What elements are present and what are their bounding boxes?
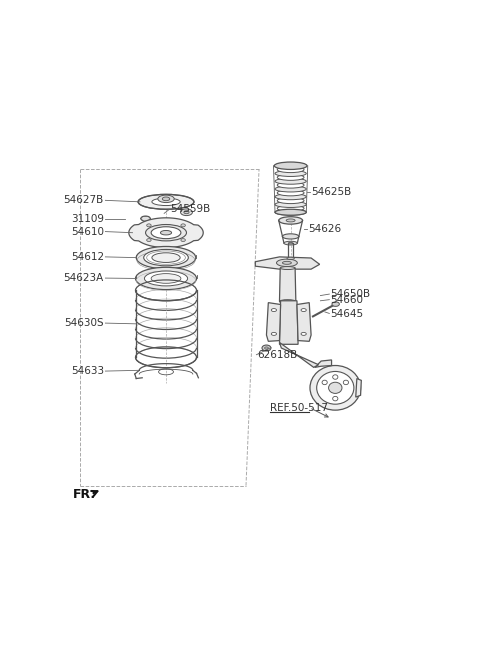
Ellipse shape xyxy=(264,347,268,349)
Ellipse shape xyxy=(310,365,360,410)
Polygon shape xyxy=(297,302,311,341)
Ellipse shape xyxy=(275,186,306,192)
Text: 54645: 54645 xyxy=(330,309,363,319)
Ellipse shape xyxy=(138,194,194,209)
Ellipse shape xyxy=(160,230,172,235)
Polygon shape xyxy=(279,268,296,302)
Ellipse shape xyxy=(275,171,306,176)
Polygon shape xyxy=(129,218,203,247)
Ellipse shape xyxy=(158,195,174,203)
Ellipse shape xyxy=(276,259,297,266)
Text: 54650B: 54650B xyxy=(330,289,370,299)
Ellipse shape xyxy=(279,216,302,224)
Text: 54660: 54660 xyxy=(330,295,363,306)
Ellipse shape xyxy=(262,345,271,351)
Ellipse shape xyxy=(277,205,304,211)
Ellipse shape xyxy=(135,267,196,289)
Ellipse shape xyxy=(277,190,304,196)
Ellipse shape xyxy=(280,266,295,270)
Ellipse shape xyxy=(279,300,296,303)
Text: 54559B: 54559B xyxy=(170,203,210,213)
Ellipse shape xyxy=(301,333,306,335)
Ellipse shape xyxy=(145,224,186,241)
Ellipse shape xyxy=(274,162,307,169)
Ellipse shape xyxy=(141,216,150,221)
Polygon shape xyxy=(266,302,281,341)
Ellipse shape xyxy=(277,167,304,173)
FancyArrowPatch shape xyxy=(91,491,97,496)
Ellipse shape xyxy=(152,253,180,262)
Text: REF.50-517: REF.50-517 xyxy=(270,403,328,413)
Text: FR.: FR. xyxy=(73,489,96,501)
Text: 54612: 54612 xyxy=(71,252,104,262)
Polygon shape xyxy=(356,379,361,397)
Ellipse shape xyxy=(275,209,306,215)
Ellipse shape xyxy=(152,198,180,205)
Polygon shape xyxy=(279,342,319,367)
Ellipse shape xyxy=(151,274,181,283)
Text: 54626: 54626 xyxy=(309,224,342,234)
Text: 54625B: 54625B xyxy=(311,187,351,197)
Ellipse shape xyxy=(277,197,304,203)
Text: 54610: 54610 xyxy=(71,226,104,237)
Text: 54630S: 54630S xyxy=(64,318,104,328)
Ellipse shape xyxy=(317,371,354,404)
Ellipse shape xyxy=(275,209,306,215)
Ellipse shape xyxy=(144,271,188,286)
Text: 54627B: 54627B xyxy=(64,195,104,205)
Ellipse shape xyxy=(147,224,151,227)
Ellipse shape xyxy=(332,302,339,306)
Ellipse shape xyxy=(271,308,276,312)
Ellipse shape xyxy=(144,249,188,266)
Ellipse shape xyxy=(275,201,306,207)
Ellipse shape xyxy=(136,247,196,269)
Text: 31109: 31109 xyxy=(71,214,104,224)
Ellipse shape xyxy=(181,239,185,241)
Ellipse shape xyxy=(343,380,348,384)
Ellipse shape xyxy=(284,241,297,245)
Text: 54633: 54633 xyxy=(71,366,104,376)
Ellipse shape xyxy=(147,239,151,241)
Ellipse shape xyxy=(184,211,189,214)
Ellipse shape xyxy=(181,224,185,227)
Ellipse shape xyxy=(282,261,291,264)
Ellipse shape xyxy=(180,209,192,216)
Text: 62618B: 62618B xyxy=(257,350,298,360)
Ellipse shape xyxy=(275,194,306,199)
Polygon shape xyxy=(315,360,332,367)
Ellipse shape xyxy=(151,227,181,239)
Ellipse shape xyxy=(277,174,304,180)
Ellipse shape xyxy=(322,380,327,384)
Ellipse shape xyxy=(275,178,306,184)
Ellipse shape xyxy=(271,333,276,335)
Ellipse shape xyxy=(329,382,342,394)
Ellipse shape xyxy=(275,163,306,169)
Ellipse shape xyxy=(301,308,306,312)
Ellipse shape xyxy=(333,396,338,401)
Ellipse shape xyxy=(287,257,294,260)
Ellipse shape xyxy=(288,242,293,244)
Ellipse shape xyxy=(333,375,338,379)
Ellipse shape xyxy=(286,219,295,222)
Polygon shape xyxy=(255,257,320,269)
Ellipse shape xyxy=(282,234,299,239)
Polygon shape xyxy=(279,300,298,344)
Text: 54623A: 54623A xyxy=(64,273,104,283)
Ellipse shape xyxy=(162,197,170,201)
Ellipse shape xyxy=(277,182,304,188)
